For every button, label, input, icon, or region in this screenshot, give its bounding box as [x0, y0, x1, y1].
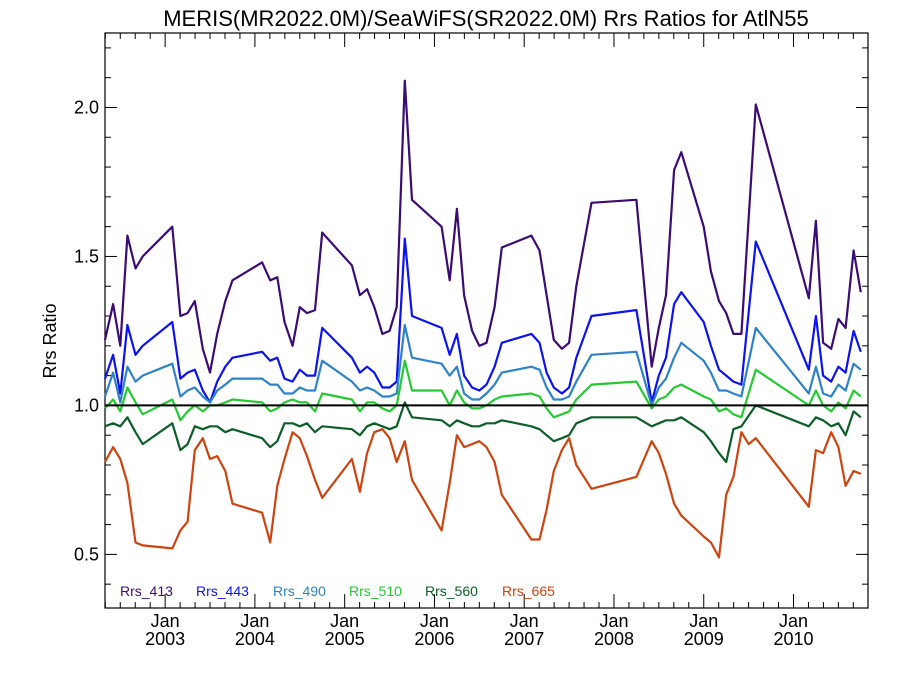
- y-tick-label: 1.0: [74, 395, 99, 415]
- series-line-rrs-413: [103, 79, 862, 374]
- x-tick-month-label: Jan: [420, 611, 449, 631]
- axis-ticks: 0.51.01.52.0Jan2003Jan2004Jan2005Jan2006…: [74, 33, 868, 649]
- x-tick-year-label: 2009: [684, 629, 724, 649]
- x-tick-month-label: Jan: [689, 611, 718, 631]
- x-tick-month-label: Jan: [330, 611, 359, 631]
- legend-item-rrs-490: Rrs_490: [273, 583, 326, 599]
- x-tick-year-label: 2010: [773, 629, 813, 649]
- chart-title: MERIS(MR2022.0M)/SeaWiFS(SR2022.0M) Rrs …: [163, 6, 809, 31]
- series-lines: [103, 79, 868, 559]
- y-axis-label: Rrs Ratio: [40, 303, 60, 378]
- series-line-rrs-443: [103, 237, 862, 404]
- series-line-rrs-490: [103, 323, 862, 407]
- legend-item-rrs-560: Rrs_560: [425, 583, 478, 599]
- legend-item-rrs-510: Rrs_510: [349, 583, 402, 599]
- series-line-rrs-665: [104, 428, 862, 559]
- series-line-rrs-560: [104, 401, 862, 464]
- x-tick-year-label: 2008: [594, 629, 634, 649]
- x-tick-year-label: 2004: [235, 629, 275, 649]
- x-tick-month-label: Jan: [151, 611, 180, 631]
- y-tick-label: 0.5: [74, 544, 99, 564]
- plot-frame: [104, 32, 869, 609]
- x-tick-month-label: Jan: [779, 611, 808, 631]
- x-tick-year-label: 2006: [414, 629, 454, 649]
- legend: Rrs_413 Rrs_443 Rrs_490 Rrs_510 Rrs_560 Rrs_6…: [120, 583, 555, 599]
- x-tick-month-label: Jan: [510, 611, 539, 631]
- plot-area: 0.51.01.52.0Jan2003Jan2004Jan2005Jan2006…: [74, 32, 869, 649]
- y-tick-label: 1.5: [74, 246, 99, 266]
- x-tick-year-label: 2003: [145, 629, 185, 649]
- legend-item-rrs-443: Rrs_443: [196, 583, 249, 599]
- x-tick-year-label: 2005: [325, 629, 365, 649]
- x-tick-year-label: 2007: [504, 629, 544, 649]
- x-tick-month-label: Jan: [599, 611, 628, 631]
- x-tick-month-label: Jan: [240, 611, 269, 631]
- legend-item-rrs-413: Rrs_413: [120, 583, 173, 599]
- legend-item-rrs-665: Rrs_665: [502, 583, 555, 599]
- y-tick-label: 2.0: [74, 97, 99, 117]
